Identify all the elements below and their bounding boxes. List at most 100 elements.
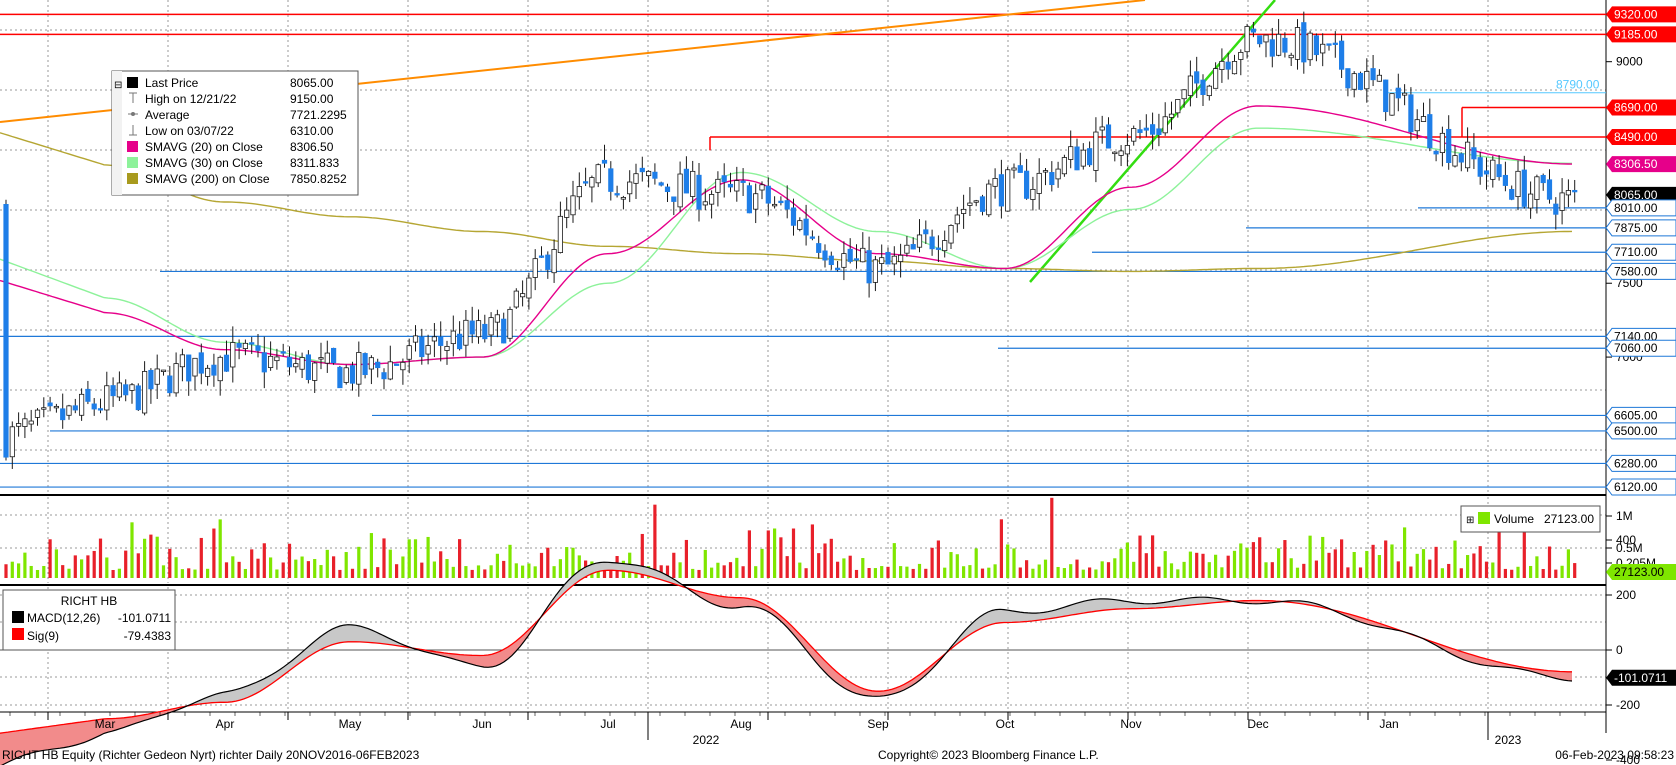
macd-histogram-fill xyxy=(604,562,608,571)
candle-body xyxy=(923,229,929,235)
volume-legend-collapse-icon[interactable]: ⊞ xyxy=(1466,515,1474,526)
volume-bar xyxy=(1226,555,1230,578)
candle-body xyxy=(141,371,148,414)
candle-body xyxy=(368,357,375,370)
volume-bar xyxy=(1012,548,1016,578)
price-tag-8490-00[interactable]: 8490.00 xyxy=(1606,129,1676,146)
volume-bar xyxy=(1245,547,1249,578)
price-tag-7875-00[interactable]: 7875.00 xyxy=(1605,219,1676,237)
macd-histogram-fill xyxy=(656,570,660,580)
volume-bar xyxy=(35,569,40,578)
volume-bar xyxy=(955,554,959,578)
legend-collapse-icon[interactable]: ⊟ xyxy=(114,80,122,91)
price-tag-7710-00[interactable]: 7710.00 xyxy=(1605,243,1676,261)
price-tag-7580-00[interactable]: 7580.00 xyxy=(1605,262,1676,280)
candle-body xyxy=(557,215,564,253)
macd-tag[interactable]: -101.0711 xyxy=(1606,669,1676,686)
price-tag-9320-00[interactable]: 9320.00 xyxy=(1606,6,1676,23)
volume-bar xyxy=(1478,546,1482,578)
candle-body xyxy=(324,352,330,364)
volume-bar xyxy=(319,565,323,578)
macd-histogram-fill xyxy=(36,727,40,752)
macd-histogram-fill xyxy=(1036,612,1040,621)
volume-bar xyxy=(117,568,121,578)
volume-bar xyxy=(1220,567,1224,578)
legend-label: Low on 03/07/22 xyxy=(145,124,234,138)
volume-bar xyxy=(445,559,449,578)
candle-body xyxy=(1509,188,1515,200)
sma-200-line[interactable] xyxy=(0,132,1573,273)
candle-body xyxy=(1414,119,1420,132)
candle-body xyxy=(979,196,986,212)
price-tag-6500-00[interactable]: 6500.00 xyxy=(1605,422,1676,440)
price-tag-6120-00[interactable]: 6120.00 xyxy=(1605,478,1676,496)
candle-body xyxy=(1137,129,1143,133)
macd-histogram-fill xyxy=(80,721,84,744)
price-tag-6280-00[interactable]: 6280.00 xyxy=(1605,454,1676,472)
price-tag-6605-00[interactable]: 6605.00 xyxy=(1605,406,1676,424)
macd-histogram-fill xyxy=(636,565,640,574)
macd-histogram-fill xyxy=(828,663,832,680)
price-tag-8010-00[interactable]: 8010.00 xyxy=(1605,199,1676,217)
sma-30-line[interactable] xyxy=(0,127,1572,366)
volume-bar xyxy=(1176,569,1180,578)
volume-bar xyxy=(1163,551,1167,578)
volume-bar xyxy=(1056,566,1060,578)
macd-histogram-fill xyxy=(256,680,260,694)
macd-line[interactable] xyxy=(0,561,1573,765)
volume-bar xyxy=(810,524,814,578)
macd-histogram-fill xyxy=(708,593,712,604)
candle-body xyxy=(1181,89,1187,100)
volume-bar xyxy=(577,555,581,578)
month-label: Mar xyxy=(95,717,116,731)
candle-body xyxy=(809,236,816,239)
candle-body xyxy=(97,408,104,411)
price-candles xyxy=(3,11,1578,469)
macd-legend[interactable]: RICHT HB MACD(12,26) -101.0711 Sig(9) -7… xyxy=(2,589,176,651)
volume-legend-label: Volume xyxy=(1494,512,1534,526)
svg-text:8065.00: 8065.00 xyxy=(1614,188,1658,202)
candle-body xyxy=(746,185,753,214)
volume-bar xyxy=(930,547,934,578)
candle-body xyxy=(1074,146,1080,171)
candle-body xyxy=(1351,73,1357,90)
volume-tag[interactable]: 27123.00 xyxy=(1606,564,1676,580)
legend-swatch xyxy=(127,157,138,168)
volume-bar xyxy=(382,538,386,578)
macd-histogram-fill xyxy=(876,691,880,697)
macd-histogram-fill xyxy=(1152,603,1156,609)
price-tag-8306-50[interactable]: 8306.50 xyxy=(1606,156,1676,173)
volume-bar xyxy=(1144,553,1148,578)
macd-histogram-fill xyxy=(1076,602,1080,615)
macd-histogram-fill xyxy=(740,597,744,608)
volume-bar xyxy=(155,536,159,578)
candle-body xyxy=(425,345,431,355)
macd-histogram-fill xyxy=(24,729,28,756)
candle-body xyxy=(154,368,160,385)
volume-bar xyxy=(338,569,342,578)
candle-body xyxy=(1011,167,1017,171)
candle-body xyxy=(1471,147,1477,160)
volume-bar xyxy=(508,544,512,578)
price-tag-7060-00[interactable]: 7060.00 xyxy=(1605,339,1676,357)
signal-line[interactable] xyxy=(0,569,1572,734)
volume-bar xyxy=(987,567,991,578)
sig-legend-label: Sig(9) xyxy=(27,629,59,643)
macd-histogram-fill xyxy=(608,562,612,571)
candle-body xyxy=(1194,71,1200,84)
price-tag-8690-00[interactable]: 8690.00 xyxy=(1606,99,1676,116)
candle-body xyxy=(759,184,765,191)
candle-body xyxy=(1131,128,1137,142)
volume-legend[interactable]: ⊞ Volume 27123.00 xyxy=(1460,505,1601,533)
price-tag-8065-00[interactable]: 8065.00 xyxy=(1606,186,1676,203)
price-legend[interactable]: ⊟ Last Price 8065.00 High on 12/21/22 9150.… xyxy=(111,70,359,196)
macd-histogram-fill xyxy=(336,626,340,644)
macd-histogram-fill xyxy=(220,692,224,703)
candle-body xyxy=(702,201,708,206)
price-tag-9185-00[interactable]: 9185.00 xyxy=(1606,26,1676,43)
volume-bar xyxy=(848,555,852,578)
volume-bar xyxy=(766,530,770,578)
volume-bar xyxy=(54,549,58,578)
macd-histogram-fill xyxy=(976,616,980,631)
candle-body xyxy=(973,200,979,203)
